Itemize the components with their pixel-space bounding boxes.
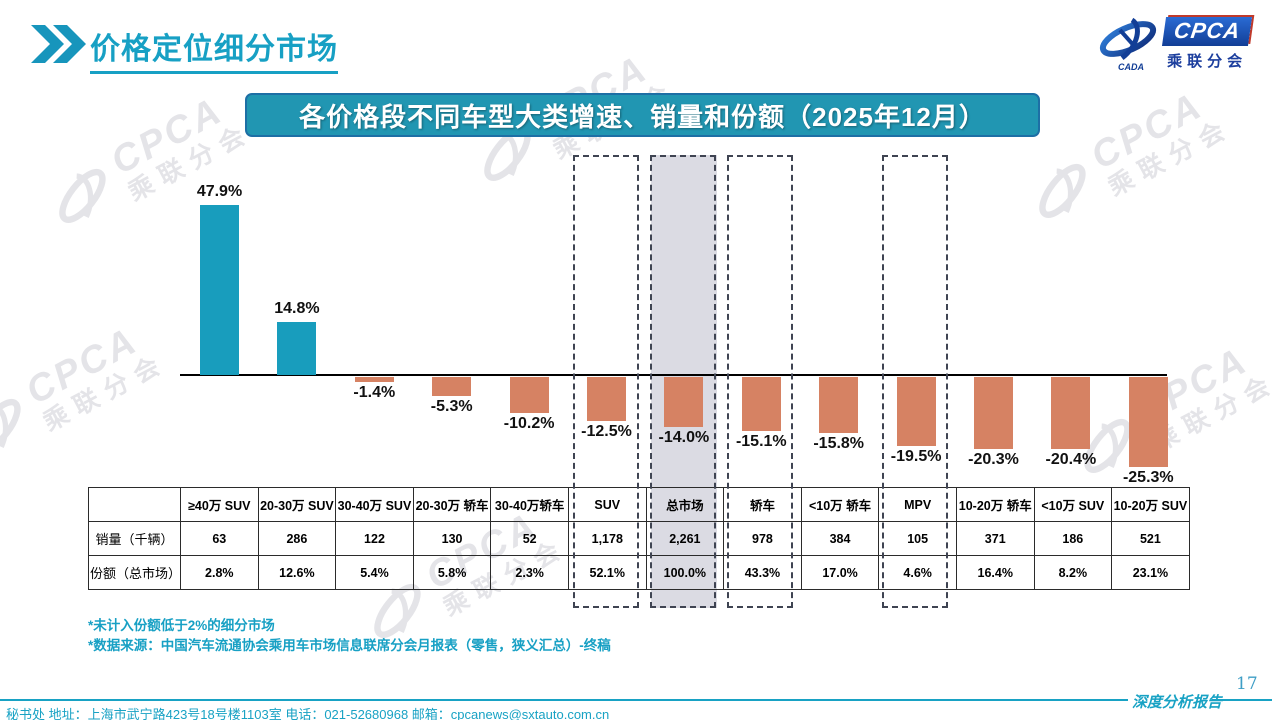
column-header: <10万 轿车 — [800, 487, 880, 522]
table-cell: 43.3% — [723, 555, 802, 590]
column-header: 20-30万 SUV — [257, 487, 337, 522]
table-cell: 2.3% — [490, 555, 569, 590]
bar-20-30万 轿车 — [432, 377, 472, 396]
table-cell: 186 — [1033, 521, 1113, 556]
table-cell: 4.6% — [878, 555, 957, 590]
bar-value-label: -10.2% — [503, 415, 555, 433]
cpca-logo: CADA CPCA 乘联分会 — [1096, 14, 1253, 74]
table-cell: 2,261 — [645, 521, 725, 556]
bar-≥40万 SUV — [200, 204, 239, 375]
bar-<10万 轿车 — [819, 377, 859, 434]
column-header: 20-30万 轿车 — [412, 487, 492, 522]
bar-value-label: -12.5% — [581, 423, 632, 441]
chart-title-banner: 各价格段不同车型大类增速、销量和份额（2025年12月） — [245, 93, 1040, 137]
footnotes: *未计入份额低于2%的细分市场 *数据来源：中国汽车流通协会乘用车市场信息联席分会… — [88, 616, 611, 657]
logo-subtitle: 乘联分会 — [1167, 52, 1248, 70]
svg-text:CADA: CADA — [1118, 62, 1144, 72]
bar-value-label: -14.0% — [658, 428, 710, 446]
footer-secretariat: 秘书处 地址：上海市武宁路423号18号楼1103室 电话：021-526809… — [6, 707, 610, 720]
table-cell: 5.8% — [412, 555, 492, 590]
bar-轿车 — [741, 377, 781, 431]
footer-divider-left — [0, 699, 1128, 701]
table-cell: 52.1% — [567, 555, 647, 590]
footer-divider-right — [1212, 699, 1272, 701]
table-cell: 521 — [1111, 521, 1190, 556]
bar-20-30万 SUV — [277, 322, 317, 375]
segment-data-table: ≥40万 SUV 20-30万 SUV 30-40万 SUV 20-30万 轿车 30-… — [88, 487, 1190, 590]
table-cell: 286 — [257, 521, 337, 556]
bar-30-40万轿车 — [509, 377, 549, 414]
logo-text-block: CPCA 乘联分会 — [1161, 17, 1253, 70]
column-header: 10-20万 轿车 — [955, 487, 1035, 522]
bar-30-40万 SUV — [354, 377, 394, 382]
table-cell: 978 — [723, 521, 802, 556]
table-cell: 8.2% — [1033, 555, 1113, 590]
table-cell: 52 — [490, 521, 569, 556]
cpca-swoosh-icon: CADA — [1099, 17, 1157, 72]
bar-value-label: -15.1% — [735, 432, 787, 450]
bar-总市场 — [664, 377, 704, 427]
footnote-line: *数据来源：中国汽车流通协会乘用车市场信息联席分会月报表（零售，狭义汇总）-终稿 — [88, 638, 611, 654]
table-cell: 105 — [878, 521, 957, 556]
table-cell: 23.1% — [1111, 555, 1190, 590]
table-cell: 122 — [335, 521, 414, 556]
row-label: 销量（千辆） — [88, 521, 181, 556]
column-header: MPV — [878, 487, 957, 522]
table-cell: 63 — [180, 521, 259, 556]
column-header: 30-40万轿车 — [490, 487, 569, 522]
bar-<10万 SUV — [1051, 377, 1091, 450]
table-corner-cell — [88, 487, 181, 522]
bar-value-label: -20.4% — [1045, 451, 1097, 469]
bar-value-label: -5.3% — [430, 397, 473, 415]
bar-value-label: -25.3% — [1122, 468, 1174, 486]
report-type-label: 深度分析报告 — [1132, 693, 1223, 711]
table-cell: 384 — [800, 521, 880, 556]
double-chevron-icon — [31, 25, 86, 63]
table-cell: 17.0% — [800, 555, 880, 590]
column-header: <10万 SUV — [1033, 487, 1113, 522]
table-cell: 5.4% — [335, 555, 414, 590]
bar-SUV — [587, 377, 626, 422]
bar-value-label: 14.8% — [274, 300, 320, 318]
table-row: 份额（总市场） 2.8% 12.6% 5.4% 5.8% 2.3% 52.1% 100.0% 4… — [88, 555, 1190, 590]
table-cell: 130 — [412, 521, 492, 556]
column-header: 总市场 — [645, 487, 725, 522]
column-header: SUV — [567, 487, 647, 522]
table-header-row: ≥40万 SUV 20-30万 SUV 30-40万 SUV 20-30万 轿车 30-… — [88, 487, 1190, 522]
column-header: 10-20万 SUV — [1111, 487, 1190, 522]
footnote-line: *未计入份额低于2%的细分市场 — [88, 618, 275, 633]
row-label: 份额（总市场） — [88, 555, 181, 590]
page-number: 17 — [1236, 674, 1258, 694]
table-cell: 371 — [955, 521, 1035, 556]
bar-10-20万 SUV — [1128, 377, 1168, 467]
bar-value-label: -19.5% — [890, 448, 942, 466]
table-cell: 100.0% — [645, 555, 725, 590]
bar-10-20万 轿车 — [974, 377, 1013, 450]
bar-value-label: -20.3% — [968, 451, 1019, 469]
column-header: ≥40万 SUV — [180, 487, 259, 522]
table-cell: 16.4% — [955, 555, 1035, 590]
table-cell: 1,178 — [567, 521, 647, 556]
bar-value-label: -15.8% — [813, 435, 865, 453]
bar-value-label: 47.9% — [196, 182, 243, 200]
table-row: 销量（千辆） 63 286 122 130 52 1,178 2,261 978 384 105 37… — [88, 521, 1190, 556]
bar-MPV — [896, 377, 936, 447]
page-title: 价格定位细分市场 — [90, 24, 338, 74]
bar-value-label: -1.4% — [353, 383, 396, 401]
x-axis — [180, 374, 1167, 376]
column-header: 30-40万 SUV — [335, 487, 414, 522]
table-cell: 2.8% — [180, 555, 259, 590]
table-cell: 12.6% — [257, 555, 337, 590]
column-header: 轿车 — [723, 487, 802, 522]
